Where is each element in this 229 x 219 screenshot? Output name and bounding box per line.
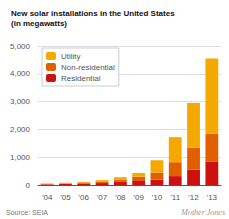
svg-text:0: 0 xyxy=(26,181,31,190)
svg-text:'04: '04 xyxy=(42,193,53,202)
svg-text:Mother Jones: Mother Jones xyxy=(180,208,225,217)
svg-text:Residential: Residential xyxy=(61,74,101,83)
svg-text:Source: SEIA: Source: SEIA xyxy=(6,209,48,216)
svg-text:3,000: 3,000 xyxy=(10,97,31,106)
svg-text:'08: '08 xyxy=(115,193,126,202)
svg-text:(in megawatts): (in megawatts) xyxy=(11,19,67,28)
svg-text:1,000: 1,000 xyxy=(10,153,31,162)
svg-text:'09: '09 xyxy=(133,193,144,202)
svg-text:'12: '12 xyxy=(188,193,199,202)
svg-text:New solar installations in the: New solar installations in the United St… xyxy=(11,9,175,18)
svg-text:Non-residential: Non-residential xyxy=(61,63,115,72)
svg-text:'06: '06 xyxy=(79,193,90,202)
svg-text:'11: '11 xyxy=(170,193,180,202)
svg-text:'13: '13 xyxy=(207,193,218,202)
svg-text:'05: '05 xyxy=(60,193,71,202)
svg-text:'07: '07 xyxy=(97,193,108,202)
svg-text:'10: '10 xyxy=(152,193,163,202)
svg-text:Utility: Utility xyxy=(61,52,81,61)
svg-text:2,000: 2,000 xyxy=(10,125,31,134)
svg-text:4,000: 4,000 xyxy=(10,69,31,78)
svg-text:5,000: 5,000 xyxy=(10,42,31,51)
